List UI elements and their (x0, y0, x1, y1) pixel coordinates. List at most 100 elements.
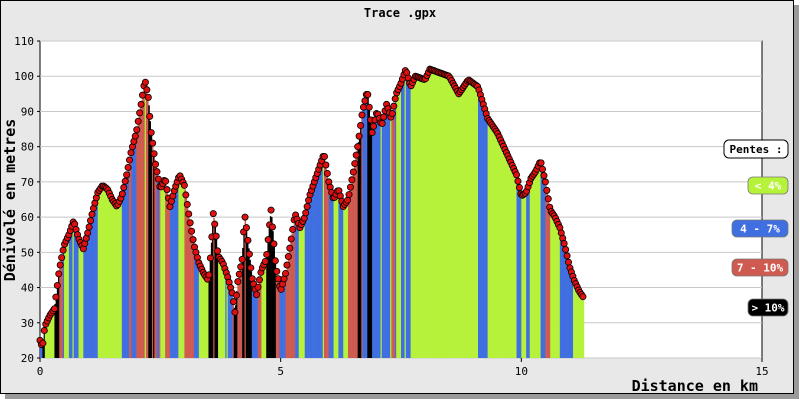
slope-bar (321, 158, 324, 358)
slope-bar (54, 303, 56, 358)
slope-bar (177, 180, 179, 358)
slope-bar (245, 226, 248, 358)
elevation-marker (245, 250, 253, 258)
slope-bar (563, 243, 565, 358)
y-tick-label: 70 (21, 176, 34, 189)
slope-bar (545, 185, 547, 358)
slope-bar (280, 288, 283, 358)
slope-bar (188, 213, 190, 358)
slope-bar (228, 283, 231, 358)
slope-bar (429, 69, 432, 359)
elevation-marker (346, 183, 354, 191)
slope-bar (468, 80, 470, 359)
slope-bar (115, 205, 118, 358)
elevation-marker (144, 93, 152, 101)
y-tick-label: 50 (21, 246, 34, 259)
elevation-marker (52, 293, 60, 301)
slope-bar (180, 178, 183, 358)
slope-bar (457, 92, 460, 358)
elevation-marker (56, 261, 64, 269)
slope-bar (218, 256, 220, 358)
slope-bar (251, 279, 254, 358)
slope-bar (281, 284, 284, 358)
slope-bar (317, 169, 320, 358)
elevation-marker (287, 235, 295, 243)
slope-bar (100, 188, 102, 358)
slope-bar (331, 192, 333, 358)
slope-bar (74, 227, 77, 358)
elevation-marker (232, 291, 240, 299)
slope-bar (350, 184, 352, 358)
elevation-marker (361, 97, 369, 105)
slope-bar (102, 185, 105, 358)
slope-bar (343, 205, 345, 358)
slope-bar (435, 71, 438, 358)
slope-bar (452, 83, 455, 359)
elevation-marker (357, 122, 365, 130)
elevation-marker (88, 210, 96, 218)
elevation-marker (40, 327, 48, 335)
slope-bar (41, 345, 43, 358)
slope-bar (139, 107, 142, 358)
legend-swatch (747, 298, 789, 317)
slope-bar (356, 150, 358, 358)
slope-bar (487, 119, 490, 359)
elevation-marker (139, 91, 147, 99)
slope-bar (269, 216, 272, 358)
slope-bar (298, 225, 301, 358)
slope-bar (575, 284, 577, 358)
slope-bar (363, 103, 366, 359)
slope-bar (179, 176, 182, 358)
slope-bar (421, 78, 423, 358)
slope-bar (440, 73, 443, 359)
slope-bar (427, 73, 429, 358)
slope-bar (521, 195, 523, 358)
slope-bar (526, 190, 528, 358)
slope-bar (573, 278, 575, 358)
slope-bar (319, 166, 321, 358)
slope-bar (568, 263, 570, 358)
slope-bar (236, 291, 238, 358)
slope-bar (372, 129, 374, 358)
slope-bar (553, 216, 556, 358)
elevation-marker (579, 293, 587, 301)
slope-bar (542, 173, 545, 358)
slope-bar (103, 186, 106, 358)
slope-bar (216, 249, 219, 358)
slope-bar (320, 162, 322, 358)
slope-bar (303, 218, 306, 358)
elevation-marker (267, 206, 275, 214)
x-tick-label: 0 (37, 365, 44, 378)
slope-bar (474, 84, 476, 358)
slope-bar (165, 181, 167, 358)
slope-bar (557, 223, 559, 358)
slope-bar (538, 164, 540, 358)
slope-bar (190, 227, 192, 358)
slope-bar (398, 87, 401, 358)
slope-bar (221, 262, 224, 358)
slope-bar (53, 309, 55, 358)
slope-bar (451, 81, 454, 358)
slope-bar (156, 173, 159, 358)
slope-bar (219, 258, 221, 358)
slope-bar (313, 183, 315, 358)
slope-bar (499, 139, 502, 358)
slope-bar (373, 124, 375, 359)
slope-bar (475, 85, 478, 358)
slope-bar (348, 196, 350, 358)
slope-bar (178, 176, 180, 358)
slope-bar (337, 190, 339, 358)
slope-bar (580, 293, 582, 358)
slope-bar (358, 133, 361, 358)
slope-bar (459, 91, 462, 358)
slope-bar (314, 180, 316, 358)
slope-bar (96, 194, 99, 358)
slope-bar (83, 246, 85, 358)
slope-bar (498, 136, 500, 358)
slope-bar (138, 114, 141, 358)
elevation-marker (302, 209, 310, 217)
slope-bar (167, 195, 170, 358)
slope-bar (239, 268, 242, 358)
slope-bar (55, 294, 58, 358)
slope-bar (530, 177, 533, 358)
